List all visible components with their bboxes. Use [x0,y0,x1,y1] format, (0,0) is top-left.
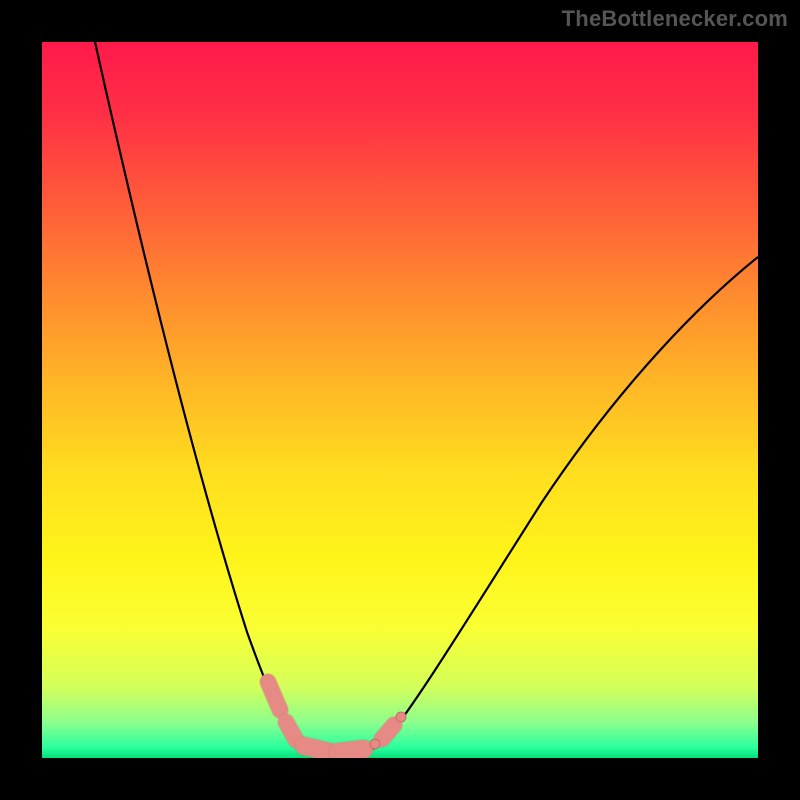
marker-dot [396,712,406,722]
marker-capsule [286,722,296,740]
plot-svg [42,42,758,758]
marker-capsule [304,746,330,752]
gradient-background [42,42,758,758]
plot-area [42,42,758,758]
watermark-text: TheBottlenecker.com [562,6,788,32]
marker-capsule [382,725,394,739]
marker-dot [370,739,380,749]
marker-capsule [338,749,364,752]
chart-canvas: TheBottlenecker.com [0,0,800,800]
marker-capsule [268,682,280,710]
